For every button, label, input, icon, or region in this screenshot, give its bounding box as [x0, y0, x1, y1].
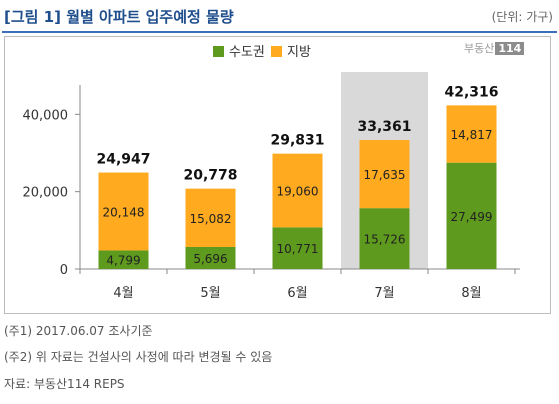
data-label-series1: 10,771 — [277, 242, 319, 256]
legend-label: 수도권 — [229, 45, 265, 60]
bar-segment-수도권 — [446, 162, 497, 269]
data-label-series2: 15,082 — [190, 212, 232, 226]
stacked-bar-chart: 0 20,000 40,000 4,799 20,148 24,947 4월 5,696 15,… — [23, 45, 520, 301]
watermark-badge: 114 — [495, 42, 525, 55]
x-tick-label: 5월 — [200, 286, 220, 301]
source-note: 자료: 부동산114 REPS — [4, 377, 125, 391]
data-label-total: 33,361 — [357, 119, 411, 135]
watermark-text: 부동산 — [464, 42, 495, 55]
footnote-2: (주2) 위 자료는 건설사의 사정에 따라 변경될 수 있음 — [4, 350, 273, 364]
bar-segment-지방 — [359, 140, 410, 209]
legend-label: 지방 — [287, 45, 311, 60]
x-tick-label: 8월 — [461, 286, 481, 301]
data-label-total: 29,831 — [270, 133, 324, 149]
x-tick-label: 7월 — [374, 286, 394, 301]
data-label-series1: 5,696 — [193, 252, 227, 266]
unit-label: (단위: 가구) — [491, 10, 553, 24]
x-tick-label: 4월 — [113, 286, 133, 301]
data-label-series2: 14,817 — [451, 128, 493, 142]
footnote-1: (주1) 2017.06.07 조사기준 — [4, 324, 153, 338]
data-label-series1: 4,799 — [106, 254, 140, 268]
chart-header: [그림 1] 월별 아파트 입주예정 물량 (단위: 가구) — [0, 0, 559, 31]
bar-segment-수도권 — [359, 208, 410, 269]
data-label-series2: 19,060 — [277, 185, 319, 199]
bar-segment-수도권 — [185, 246, 236, 269]
y-tick-label: 20,000 — [23, 186, 69, 201]
legend-swatch — [213, 46, 224, 57]
bar-segment-지방 — [272, 153, 323, 228]
data-label-series2: 20,148 — [103, 205, 145, 219]
bar-segment-지방 — [446, 105, 497, 163]
data-label-total: 20,778 — [183, 168, 237, 184]
chart-title: [그림 1] 월별 아파트 입주예정 물량 — [4, 8, 234, 26]
title-divider — [2, 31, 557, 33]
watermark-logo: 부동산 114 — [464, 40, 525, 56]
chart-frame — [4, 36, 551, 314]
y-tick-label: 0 — [60, 263, 68, 278]
data-label-series2: 17,635 — [364, 168, 406, 182]
bar-segment-지방 — [185, 188, 236, 247]
data-label-total: 42,316 — [444, 84, 498, 100]
bar-segment-지방 — [98, 172, 149, 251]
bar-segment-수도권 — [98, 250, 149, 269]
x-tick-label: 6월 — [287, 286, 307, 301]
bar-segment-수도권 — [272, 227, 323, 269]
data-label-series1: 27,499 — [451, 210, 493, 224]
data-label-total: 24,947 — [96, 152, 150, 168]
y-tick-label: 40,000 — [23, 108, 69, 123]
data-label-series1: 15,726 — [364, 233, 406, 247]
legend-swatch — [271, 46, 282, 57]
